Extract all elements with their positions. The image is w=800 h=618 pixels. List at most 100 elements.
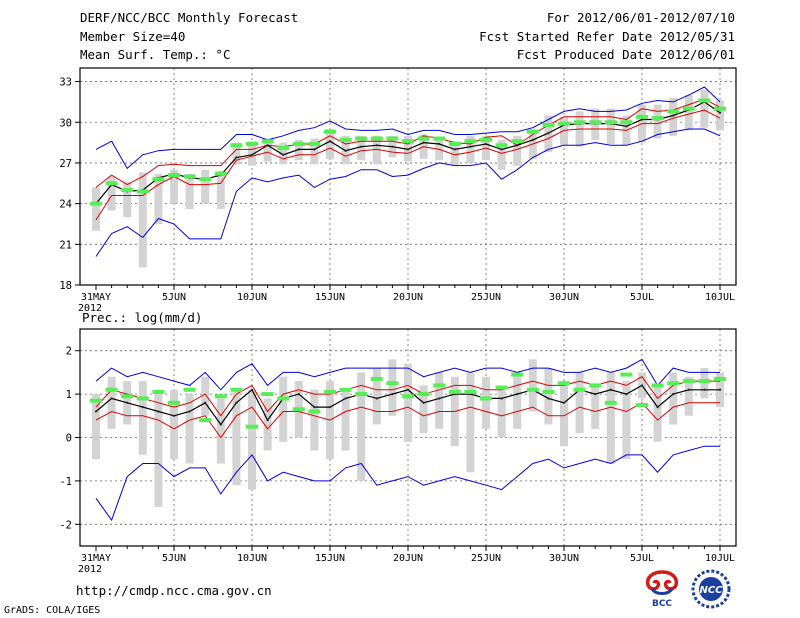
median-mark (682, 379, 695, 384)
spread-box (622, 381, 631, 460)
x-year-label: 2012 (78, 303, 102, 314)
x-tick-label: 25JUN (471, 292, 501, 303)
mean-point (126, 401, 129, 404)
median-mark (620, 120, 633, 125)
spread-box (372, 135, 381, 165)
spread-box (544, 368, 553, 425)
y-tick-label: -1 (59, 476, 72, 488)
median-mark (526, 387, 539, 392)
median-mark (480, 396, 492, 401)
median-mark (542, 389, 555, 394)
spread-box (263, 398, 272, 451)
mean-point (94, 410, 98, 413)
mean-point (625, 393, 628, 396)
median-mark (402, 394, 414, 399)
forecast-produced-date: Fcst Produced Date 2012/06/01 (516, 47, 735, 62)
spread-box (419, 385, 428, 434)
median-mark (136, 396, 149, 401)
spread-box (466, 372, 475, 473)
spread-box (497, 385, 506, 438)
mean-point (157, 410, 160, 413)
x-tick-label: 5JUL (630, 292, 654, 303)
spread-box (154, 173, 163, 224)
x-tick-label: 5JUL (630, 553, 654, 564)
mean-point (562, 401, 566, 404)
mean-point (313, 148, 316, 151)
mean-point (703, 388, 706, 391)
spread-box (435, 137, 444, 161)
median-mark (464, 139, 477, 144)
x-tick-label: 10JUN (237, 553, 267, 564)
median-mark (386, 136, 399, 141)
mean-point (625, 125, 628, 128)
variable-label: Mean Surf. Temp.: °C (80, 47, 231, 62)
spread-box (482, 376, 490, 429)
spread-box (170, 389, 178, 460)
mean-point (110, 397, 113, 400)
median-mark (308, 141, 321, 146)
spread-box (435, 372, 444, 429)
temperature-panel: 18 21 24 27 30 33 31MAY 5JUN 10JUN 15JUN 20JUN 25JU… (59, 67, 737, 314)
mean-point (438, 397, 441, 400)
mean-point (391, 393, 394, 396)
median-mark (464, 389, 477, 394)
median-mark (90, 398, 102, 403)
median-mark (105, 387, 118, 392)
median-mark (417, 136, 430, 141)
median-mark (682, 106, 695, 111)
y-tick-label: 21 (59, 239, 72, 251)
spread-box (684, 376, 693, 416)
y-tick-label: 33 (59, 77, 72, 89)
median-mark (558, 381, 570, 386)
mean-point (609, 388, 612, 391)
median-mark (698, 379, 711, 384)
spread-box (216, 171, 225, 210)
median-mark (136, 189, 149, 194)
spread-box (123, 181, 132, 218)
website-url[interactable]: http://cmdp.ncc.cma.gov.cn (76, 583, 272, 598)
x-tick-label: 10JUN (237, 292, 267, 303)
x-tick-label: 5JUN (162, 292, 186, 303)
y-tick-label: 1 (66, 389, 72, 401)
spread-box (700, 89, 709, 128)
mean-point (531, 138, 534, 141)
mean-point (344, 149, 347, 152)
spread-box (170, 169, 178, 204)
mean-point (328, 140, 332, 143)
spread-box (528, 359, 537, 412)
median-mark (386, 381, 399, 386)
median-mark (90, 201, 102, 206)
spread-box (497, 139, 506, 170)
median-mark (370, 376, 383, 381)
bcc-logo: BCC (640, 569, 684, 609)
mean-point (328, 406, 332, 409)
mean-point (235, 156, 238, 159)
y-tick-label: -2 (59, 519, 72, 531)
median-mark (324, 129, 336, 134)
mean-point (422, 141, 425, 144)
spread-box (450, 141, 459, 166)
median-mark (230, 387, 243, 392)
median-mark (495, 143, 508, 148)
spread-box (684, 95, 693, 131)
spread-box (357, 372, 366, 481)
spread-box (138, 381, 147, 455)
mean-point (594, 393, 597, 396)
spread-box (154, 389, 163, 507)
median-mark (636, 114, 648, 119)
median-mark (183, 174, 196, 179)
x-tick-label: 15JUN (315, 553, 345, 564)
spread-box (575, 372, 584, 434)
spread-box (107, 176, 116, 211)
median-mark (152, 389, 165, 394)
spread-box (372, 368, 381, 425)
median-mark (230, 143, 243, 148)
precipitation-panel: -2 -1 0 1 2 31MAY 5JUN 10JUN 15JUN 20JUN 25JUN 30JU… (59, 328, 737, 575)
median-mark (667, 381, 680, 386)
mean-point (406, 148, 410, 151)
spread-box (92, 187, 100, 231)
median-mark (261, 392, 274, 397)
median-mark (417, 392, 430, 397)
spread-box (404, 363, 412, 442)
mean-point (422, 401, 425, 404)
